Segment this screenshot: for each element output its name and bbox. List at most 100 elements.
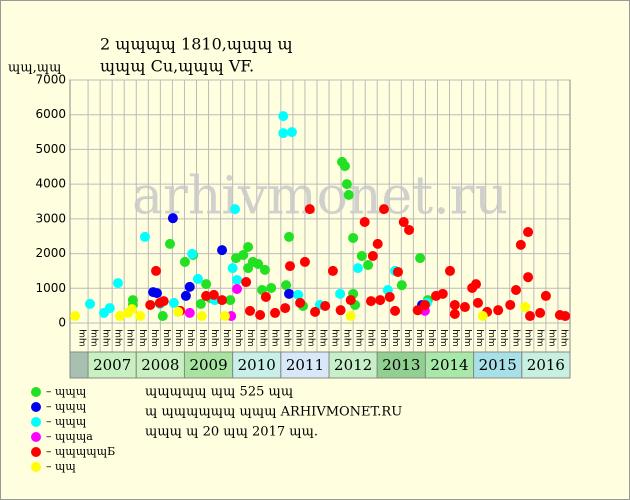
data-point — [540, 290, 551, 301]
quarter-label: ɰɰ — [126, 329, 136, 347]
data-point — [472, 297, 483, 308]
x-tick-label: 2012 — [334, 356, 372, 374]
data-point — [345, 311, 356, 322]
data-point — [217, 295, 228, 306]
data-point — [523, 227, 534, 238]
data-point — [192, 273, 203, 284]
data-point — [359, 216, 370, 227]
quarter-label: ɰɰ — [511, 329, 521, 347]
data-point — [335, 305, 346, 316]
data-point — [187, 248, 198, 259]
data-point — [295, 297, 306, 308]
x-tick-label: 2014 — [430, 356, 468, 374]
data-point — [505, 299, 516, 310]
data-point — [151, 265, 162, 276]
quarter-label: ɰɰ — [174, 329, 184, 347]
data-point — [158, 296, 169, 307]
data-point — [327, 265, 338, 276]
quarter-label: ɰɰ — [306, 329, 316, 347]
data-point — [173, 306, 184, 317]
legend-label: – ɰɰɰɰɰБ — [46, 445, 115, 458]
data-point — [304, 204, 315, 215]
y-tick-label: 1000 — [35, 281, 66, 295]
legend-marker — [31, 447, 41, 457]
data-point — [151, 288, 162, 299]
data-point — [535, 307, 546, 318]
x-tick-label: 2009 — [189, 356, 227, 374]
data-point — [165, 238, 175, 249]
data-point — [286, 127, 297, 138]
legend-label: – ɰɰɰ — [46, 400, 87, 413]
data-point — [378, 204, 389, 215]
data-point — [260, 291, 271, 302]
year-cell — [69, 351, 89, 379]
data-point — [515, 239, 526, 250]
quarter-label: ɰɰ — [523, 329, 533, 347]
data-point — [437, 288, 448, 299]
quarter-label: ɰɰ — [547, 329, 557, 347]
data-point — [299, 256, 310, 267]
quarter-label: ɰɰ — [222, 329, 232, 347]
y-tick-label: 5000 — [35, 142, 66, 156]
data-point — [511, 285, 522, 296]
quarter-label: ɰɰ — [487, 329, 497, 347]
data-point — [398, 216, 409, 227]
data-point — [184, 281, 195, 292]
data-point — [560, 311, 571, 322]
legend-marker — [31, 417, 41, 427]
data-point — [278, 111, 289, 122]
data-point — [390, 305, 401, 316]
data-point — [70, 311, 81, 322]
data-point — [253, 258, 264, 269]
data-point — [343, 189, 354, 200]
chart-title: 2 ɰɰɰɰ 1810,ɰɰɰ ɰ — [100, 35, 293, 54]
data-point — [85, 298, 95, 309]
data-point — [208, 289, 219, 300]
legend-label: – ɰɰɰ — [46, 385, 87, 398]
data-point — [243, 241, 254, 252]
quarter-label: ɰɰ — [379, 329, 389, 347]
data-point — [493, 305, 504, 316]
quarter-label: ɰɰ — [258, 329, 268, 347]
quarter-label: ɰɰ — [391, 329, 401, 347]
data-point — [227, 263, 238, 274]
data-point — [157, 311, 168, 322]
data-point — [477, 311, 488, 322]
data-point — [356, 251, 367, 262]
x-tick-label: 2011 — [286, 356, 324, 374]
data-point — [259, 264, 270, 275]
data-point — [392, 266, 403, 277]
data-point — [320, 300, 331, 311]
year-cell — [280, 351, 330, 379]
data-point — [396, 280, 407, 291]
data-point — [285, 261, 295, 272]
data-point — [523, 272, 534, 283]
data-point — [372, 238, 383, 249]
legend-marker — [31, 432, 41, 442]
data-point — [139, 231, 150, 242]
data-point — [363, 260, 374, 271]
data-point — [520, 302, 531, 313]
note: ɰɰɰ ɰ 20 ɰɰ 2017 ɰɰ. — [145, 425, 318, 440]
data-point — [196, 311, 207, 322]
y-tick-label: 2000 — [35, 246, 66, 260]
quarter-label: ɰɰ — [186, 329, 196, 347]
data-point — [310, 306, 321, 317]
data-point — [419, 299, 430, 310]
quarter-label: ɰɰ — [294, 329, 304, 347]
quarter-label: ɰɰ — [90, 329, 100, 347]
quarter-label: ɰɰ — [246, 329, 256, 347]
quarter-label: ɰɰ — [403, 329, 413, 347]
data-point — [270, 307, 281, 318]
x-tick-label: 2015 — [479, 356, 517, 374]
quarter-label: ɰɰ — [162, 329, 172, 347]
data-point — [445, 265, 455, 276]
data-point — [459, 302, 470, 313]
data-point — [112, 278, 123, 289]
quarter-label: ɰɰ — [282, 329, 292, 347]
legend-marker — [31, 387, 41, 397]
data-point — [345, 295, 356, 306]
data-point — [184, 307, 195, 318]
quarter-label: ɰɰ — [210, 329, 220, 347]
quarter-label: ɰɰ — [559, 329, 569, 347]
